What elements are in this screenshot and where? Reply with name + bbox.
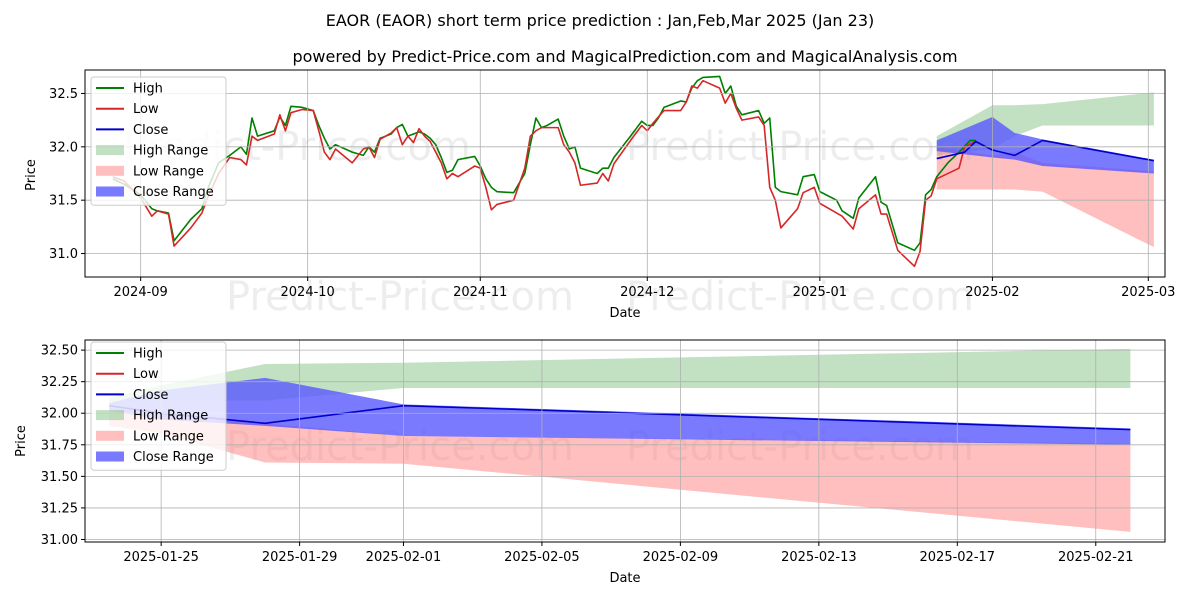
legend-entry-label: High Range: [133, 409, 208, 424]
legend-entry-label: Close: [133, 123, 168, 138]
y-tick-label: 31.50: [41, 470, 78, 485]
x-tick-label: 2025-02-05: [504, 550, 580, 565]
plot-frame: [84, 339, 1166, 543]
legend-entry-label: Low Range: [133, 164, 204, 179]
y-tick-label: 31.0: [49, 247, 78, 262]
x-tick-label: 2024-10: [281, 285, 335, 300]
x-tick-label: 2025-01: [793, 285, 847, 300]
y-tick-label: 31.25: [41, 501, 78, 516]
y-tick-label: 31.00: [41, 533, 78, 548]
y-tick-label: 32.25: [41, 375, 78, 390]
legend-entry-label: High: [133, 347, 163, 362]
legend-entry-label: Low: [133, 367, 159, 382]
legend-entry-label: High Range: [133, 144, 208, 159]
x-tick-label: 2025-03: [1121, 285, 1175, 300]
y-tick-label: 32.5: [49, 87, 78, 102]
low-range-legend-swatch: [96, 430, 124, 441]
x-tick-label: 2025-02-13: [781, 550, 857, 565]
chart-title: EAOR (EAOR) short term price prediction …: [326, 11, 875, 30]
y-axis-label: Price: [24, 159, 39, 191]
y-tick-label: 32.50: [41, 344, 78, 359]
x-tick-label: 2025-01-29: [262, 550, 338, 565]
x-tick-label: 2025-01-25: [123, 550, 199, 565]
x-axis-label: Date: [609, 306, 640, 321]
low-range-legend-swatch: [96, 165, 124, 176]
history-and-forecast-panel: Predict-Price.com Predict-Price.com Pred…: [24, 69, 1175, 321]
close-range-legend-swatch: [96, 186, 124, 197]
x-tick-label: 2024-11: [453, 285, 507, 300]
low-range-band: [936, 146, 1154, 248]
x-axis-label: Date: [609, 571, 640, 586]
x-tick-label: 2025-02-21: [1058, 550, 1134, 565]
y-tick-label: 31.75: [41, 438, 78, 453]
high-range-band: [109, 348, 1131, 404]
x-tick-label: 2024-12: [620, 285, 674, 300]
x-tick-label: 2024-09: [114, 285, 168, 300]
y-tick-label: 31.5: [49, 194, 78, 209]
low-range-band: [109, 408, 1131, 532]
legend-box: [90, 76, 227, 206]
legend-entry-label: High: [133, 82, 163, 97]
x-tick-label: 2025-02-17: [920, 550, 996, 565]
low-series-line: [112, 79, 977, 268]
close-range-legend-swatch: [96, 451, 124, 462]
plot-frame: [84, 69, 1166, 278]
y-axis-label: Price: [14, 425, 29, 457]
close-range-band: [109, 377, 1131, 445]
watermark-text: Predict-Price.com: [226, 274, 574, 320]
legend-entry-label: Close Range: [133, 185, 214, 200]
high-range-legend-swatch: [96, 145, 124, 156]
legend-box: [90, 341, 227, 471]
y-tick-label: 32.0: [49, 140, 78, 155]
legend-entry-label: Close: [133, 388, 168, 403]
forecast-zoom-panel: Predict-Price.com Predict-Price.com 31.0…: [14, 339, 1166, 586]
legend-entry-label: Close Range: [133, 450, 214, 465]
x-tick-label: 2025-02-01: [366, 550, 442, 565]
legend-entry-label: Low: [133, 102, 159, 117]
legend-entry-label: Low Range: [133, 429, 204, 444]
y-tick-label: 32.00: [41, 407, 78, 422]
chart-subtitle: powered by Predict-Price.com and Magical…: [292, 47, 957, 66]
high-range-legend-swatch: [96, 410, 124, 421]
watermark-text: Predict-Price.com: [626, 274, 974, 320]
x-tick-label: 2025-02-09: [643, 550, 719, 565]
x-tick-label: 2025-02: [965, 285, 1019, 300]
close-range-band: [936, 116, 1154, 174]
